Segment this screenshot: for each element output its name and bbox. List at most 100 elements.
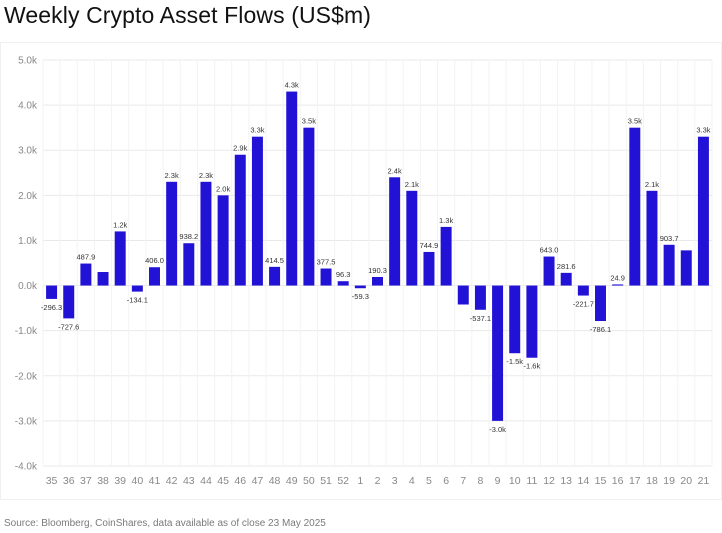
x-tick-label: 45 — [217, 475, 229, 487]
data-label: 24.9 — [610, 273, 625, 282]
bar[interactable] — [440, 226, 452, 286]
x-tick-label: 51 — [320, 475, 332, 487]
bar[interactable] — [492, 285, 504, 421]
bar[interactable] — [646, 190, 658, 286]
bar[interactable] — [269, 266, 281, 286]
x-tick-label: 15 — [595, 475, 607, 487]
x-tick-label: 43 — [183, 475, 195, 487]
bar[interactable] — [97, 272, 109, 286]
bar[interactable] — [131, 285, 143, 292]
y-tick-label: 2.0k — [18, 191, 38, 202]
x-tick-label: 41 — [149, 475, 161, 487]
bar[interactable] — [303, 127, 315, 286]
data-label: -134.1 — [127, 296, 148, 305]
y-tick-label: 1.0k — [18, 236, 38, 247]
x-tick-label: 11 — [526, 475, 537, 487]
x-tick-label: 39 — [114, 475, 126, 487]
x-tick-label: 50 — [303, 475, 315, 487]
bar[interactable] — [63, 285, 75, 319]
x-tick-label: 16 — [612, 475, 624, 487]
bar[interactable] — [217, 195, 229, 286]
bar[interactable] — [320, 268, 332, 286]
bar[interactable] — [697, 136, 709, 286]
x-tick-label: 3 — [392, 475, 398, 487]
x-tick-label: 14 — [578, 475, 590, 487]
x-tick-label: 2 — [375, 475, 381, 487]
bar[interactable] — [80, 263, 92, 286]
data-label: -1.5k — [506, 357, 523, 366]
bar[interactable] — [457, 285, 469, 305]
data-label: -296.3 — [41, 303, 62, 312]
x-tick-label: 44 — [200, 475, 212, 487]
bar[interactable] — [595, 285, 606, 322]
data-label: 2.4k — [388, 166, 402, 175]
data-label: 96.3 — [336, 270, 351, 279]
bar[interactable] — [680, 250, 692, 286]
data-label: 414.5 — [265, 256, 284, 265]
bar[interactable] — [372, 276, 383, 286]
x-axis: 35 36 37 38 39 40 41 42 43 44 45 46 47 48 49 50 51 52 1 2 3 4… — [46, 475, 710, 487]
y-tick-label: -4.0k — [15, 462, 38, 473]
bar[interactable] — [509, 285, 521, 354]
bar[interactable] — [183, 243, 195, 286]
x-tick-label: 8 — [478, 475, 484, 487]
x-tick-label: 48 — [269, 475, 281, 487]
bar[interactable] — [234, 154, 246, 286]
data-label: -1.6k — [524, 362, 541, 371]
data-label: -3.0k — [489, 425, 506, 434]
bar[interactable] — [286, 91, 298, 286]
bar[interactable] — [337, 281, 349, 286]
data-label: 2.3k — [165, 171, 179, 180]
bar[interactable] — [251, 136, 263, 286]
data-label: 1.3k — [439, 216, 453, 225]
bar[interactable] — [560, 272, 572, 286]
bar[interactable] — [46, 285, 58, 299]
bar[interactable] — [166, 181, 178, 286]
data-label: 938.2 — [179, 232, 198, 241]
bar[interactable] — [526, 285, 538, 358]
bar-chart: 5.0k4.0k3.0k2.0k1.0k0.0k-1.0k-2.0k-3.0k-… — [0, 42, 722, 500]
bar[interactable] — [423, 251, 435, 286]
x-tick-label: 17 — [629, 475, 641, 487]
bar[interactable] — [663, 244, 675, 286]
y-axis: 5.0k 4.0k 3.0k 2.0k 1.0k 0.0k -1.0k -2.0k -3.0k -… — [15, 56, 38, 473]
y-tick-label: -1.0k — [15, 326, 38, 337]
x-tick-label: 1 — [357, 475, 363, 487]
bar[interactable] — [389, 177, 401, 286]
x-tick-label: 49 — [286, 475, 298, 487]
bar[interactable] — [406, 190, 418, 286]
bar[interactable] — [612, 284, 624, 286]
bar[interactable] — [200, 181, 212, 286]
x-tick-label: 18 — [646, 475, 658, 487]
bar[interactable] — [114, 231, 126, 286]
x-tick-label: 37 — [80, 475, 92, 487]
data-label: 3.3k — [250, 126, 264, 135]
bar[interactable] — [577, 285, 589, 296]
x-tick-label: 20 — [680, 475, 692, 487]
data-label: -221.7 — [573, 300, 594, 309]
chart-frame — [0, 42, 722, 500]
bar[interactable] — [543, 256, 555, 286]
x-tick-label: 21 — [698, 475, 710, 487]
bar[interactable] — [354, 285, 366, 289]
chart-area: 5.0k 4.0k 3.0k 2.0k 1.0k 0.0k -1.0k -2.0k -3.0k -… — [0, 42, 722, 500]
x-tick-label: 38 — [97, 475, 109, 487]
bar[interactable] — [474, 285, 486, 310]
x-tick-label: 42 — [166, 475, 178, 487]
data-label: 377.5 — [317, 258, 336, 267]
data-label: 2.0k — [216, 184, 230, 193]
data-label: 903.7 — [660, 234, 679, 243]
source-note: Source: Bloomberg, CoinShares, data avai… — [4, 518, 326, 529]
x-tick-label: 46 — [234, 475, 246, 487]
x-tick-label: 36 — [63, 475, 75, 487]
data-label: 190.3 — [368, 266, 387, 275]
data-label: 2.3k — [199, 171, 213, 180]
x-tick-label: 7 — [460, 475, 466, 487]
data-label: -786.1 — [590, 325, 611, 334]
y-tick-label: 4.0k — [18, 101, 38, 112]
data-label: 4.3k — [285, 81, 299, 90]
bar[interactable] — [149, 267, 160, 286]
x-tick-label: 6 — [443, 475, 449, 487]
data-label: 2.1k — [645, 180, 659, 189]
bar[interactable] — [629, 127, 641, 286]
